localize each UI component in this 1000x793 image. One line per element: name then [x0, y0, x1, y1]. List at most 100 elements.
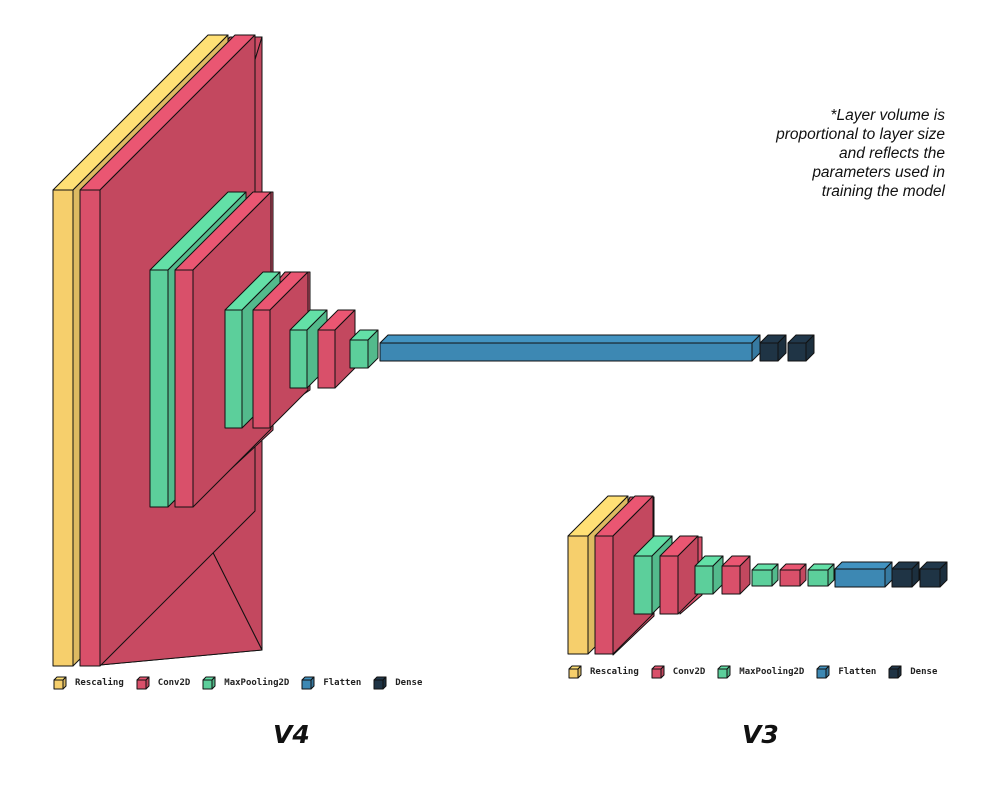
- dense-swatch-icon: [888, 665, 902, 679]
- note-line: and reflects the: [839, 145, 945, 162]
- swatch-front: [816, 668, 827, 679]
- v3-model: [567, 495, 948, 656]
- v4-title: V4: [273, 720, 310, 749]
- layer-volume-note: *Layer volume is proportional to layer s…: [705, 106, 945, 201]
- swatch-front: [53, 679, 64, 690]
- swatch-front: [202, 679, 213, 690]
- note-line: proportional to layer size: [776, 126, 945, 143]
- v3-layer-dense: [891, 561, 920, 588]
- swatch-front: [888, 668, 899, 679]
- v4-layer-dense-front: [759, 342, 779, 362]
- v3-layer-maxpool-3: [751, 563, 779, 587]
- swatch-cube: [888, 665, 902, 679]
- flatten-swatch-icon: [301, 676, 315, 690]
- swatch-front: [651, 668, 662, 679]
- v4-model: [52, 34, 815, 667]
- swatch-cube: [53, 676, 67, 690]
- legend-item-dense: Dense: [373, 676, 422, 690]
- v3-layer-conv2d-front: [594, 535, 614, 655]
- v3-layer-dense-front: [891, 568, 913, 588]
- legend-item-maxpooling2d: MaxPooling2D: [717, 665, 804, 679]
- legend-label: Dense: [910, 667, 938, 677]
- v4-layer-maxpool-2-front: [224, 309, 243, 429]
- v4-layer-conv2d-3-front: [252, 309, 271, 429]
- v3-layer-conv2d-2-front: [659, 555, 679, 615]
- v4-layer-dense: [759, 334, 787, 362]
- rescaling-swatch-icon: [568, 665, 582, 679]
- note-line: training the model: [821, 183, 945, 200]
- v3-layer-conv2d-4: [779, 563, 807, 587]
- legend-item-maxpooling2d: MaxPooling2D: [202, 676, 289, 690]
- maxpooling2d-swatch-icon: [202, 676, 216, 690]
- swatch-cube: [651, 665, 665, 679]
- legend-label: Rescaling: [590, 667, 639, 677]
- legend-label: Flatten: [838, 667, 877, 677]
- swatch-cube: [816, 665, 830, 679]
- v3-layer-maxpool-4: [807, 563, 835, 587]
- v3-layer-flatten-top: [834, 561, 893, 570]
- swatch-front: [373, 679, 384, 690]
- v3-layer-conv2d: [594, 495, 654, 655]
- v3-layer-conv2d-3-front: [721, 565, 741, 595]
- swatch-cube: [202, 676, 216, 690]
- v3-layer-maxpool-3-front: [751, 569, 773, 587]
- v3-layer-maxpool-front: [633, 555, 653, 615]
- v3-layer-dense-2: [919, 561, 948, 588]
- swatch-front: [136, 679, 147, 690]
- rescaling-swatch-icon: [53, 676, 67, 690]
- legend-item-dense: Dense: [888, 665, 937, 679]
- v3-layer-dense-2-front: [919, 568, 941, 588]
- v4-layer-dense-2: [787, 334, 815, 362]
- swatch-front: [717, 668, 728, 679]
- v4-layer-maxpool-4-front: [349, 339, 369, 369]
- legend-item-flatten: Flatten: [301, 676, 361, 690]
- swatch-front: [568, 668, 579, 679]
- maxpooling2d-swatch-icon: [717, 665, 731, 679]
- legend-item-conv2d: Conv2D: [651, 665, 706, 679]
- legend-label: Dense: [395, 678, 423, 688]
- v3-layer-maxpool-4-front: [807, 569, 829, 587]
- legend-label: Rescaling: [75, 678, 124, 688]
- legend-label: Flatten: [323, 678, 362, 688]
- v3-layer-maxpool-2: [694, 555, 724, 595]
- swatch-cube: [136, 676, 150, 690]
- note-line: parameters used in: [812, 164, 945, 181]
- legend-label: Conv2D: [157, 678, 191, 688]
- legend-item-flatten: Flatten: [816, 665, 876, 679]
- swatch-cube: [373, 676, 387, 690]
- legend-label: Conv2D: [672, 667, 706, 677]
- v4-layer-flatten-top: [379, 334, 761, 344]
- v4-layer-conv2d-front: [79, 189, 101, 667]
- swatch-cube: [568, 665, 582, 679]
- v4-layer-conv2d-2-front: [174, 269, 194, 508]
- v4-layer-maxpool-front: [149, 269, 169, 508]
- v3-layer-flatten: [834, 561, 893, 588]
- swatch-cube: [301, 676, 315, 690]
- legend-label: MaxPooling2D: [739, 667, 805, 677]
- v3-layer-maxpool-2-front: [694, 565, 714, 595]
- conv2d-swatch-icon: [651, 665, 665, 679]
- legend-item-conv2d: Conv2D: [136, 676, 191, 690]
- legend-item-rescaling: Rescaling: [53, 676, 124, 690]
- v4-layer-maxpool-3-front: [289, 329, 308, 389]
- v4-layer-conv2d-4-front: [317, 329, 336, 389]
- v4-legend: Rescaling Conv2D MaxPooling2D Flatten De…: [53, 676, 434, 690]
- legend-label: MaxPooling2D: [224, 678, 290, 688]
- v4-layer-dense-2-front: [787, 342, 807, 362]
- v4-layer-conv2d-3: [252, 271, 309, 429]
- v4-layer-flatten-front: [379, 342, 753, 362]
- v3-legend: Rescaling Conv2D MaxPooling2D Flatten De…: [568, 665, 949, 679]
- v4-layer-rescaling-front: [52, 189, 74, 667]
- flatten-swatch-icon: [816, 665, 830, 679]
- v3-layer-conv2d-3: [721, 555, 751, 595]
- v3-layer-flatten-front: [834, 568, 886, 588]
- dense-swatch-icon: [373, 676, 387, 690]
- v4-layer-maxpool-4: [349, 329, 379, 369]
- swatch-front: [301, 679, 312, 690]
- v3-title: V3: [742, 720, 779, 749]
- v4-layer-flatten: [379, 334, 761, 362]
- legend-item-rescaling: Rescaling: [568, 665, 639, 679]
- v3-layer-conv2d-4-front: [779, 569, 801, 587]
- note-line: *Layer volume is: [830, 107, 945, 124]
